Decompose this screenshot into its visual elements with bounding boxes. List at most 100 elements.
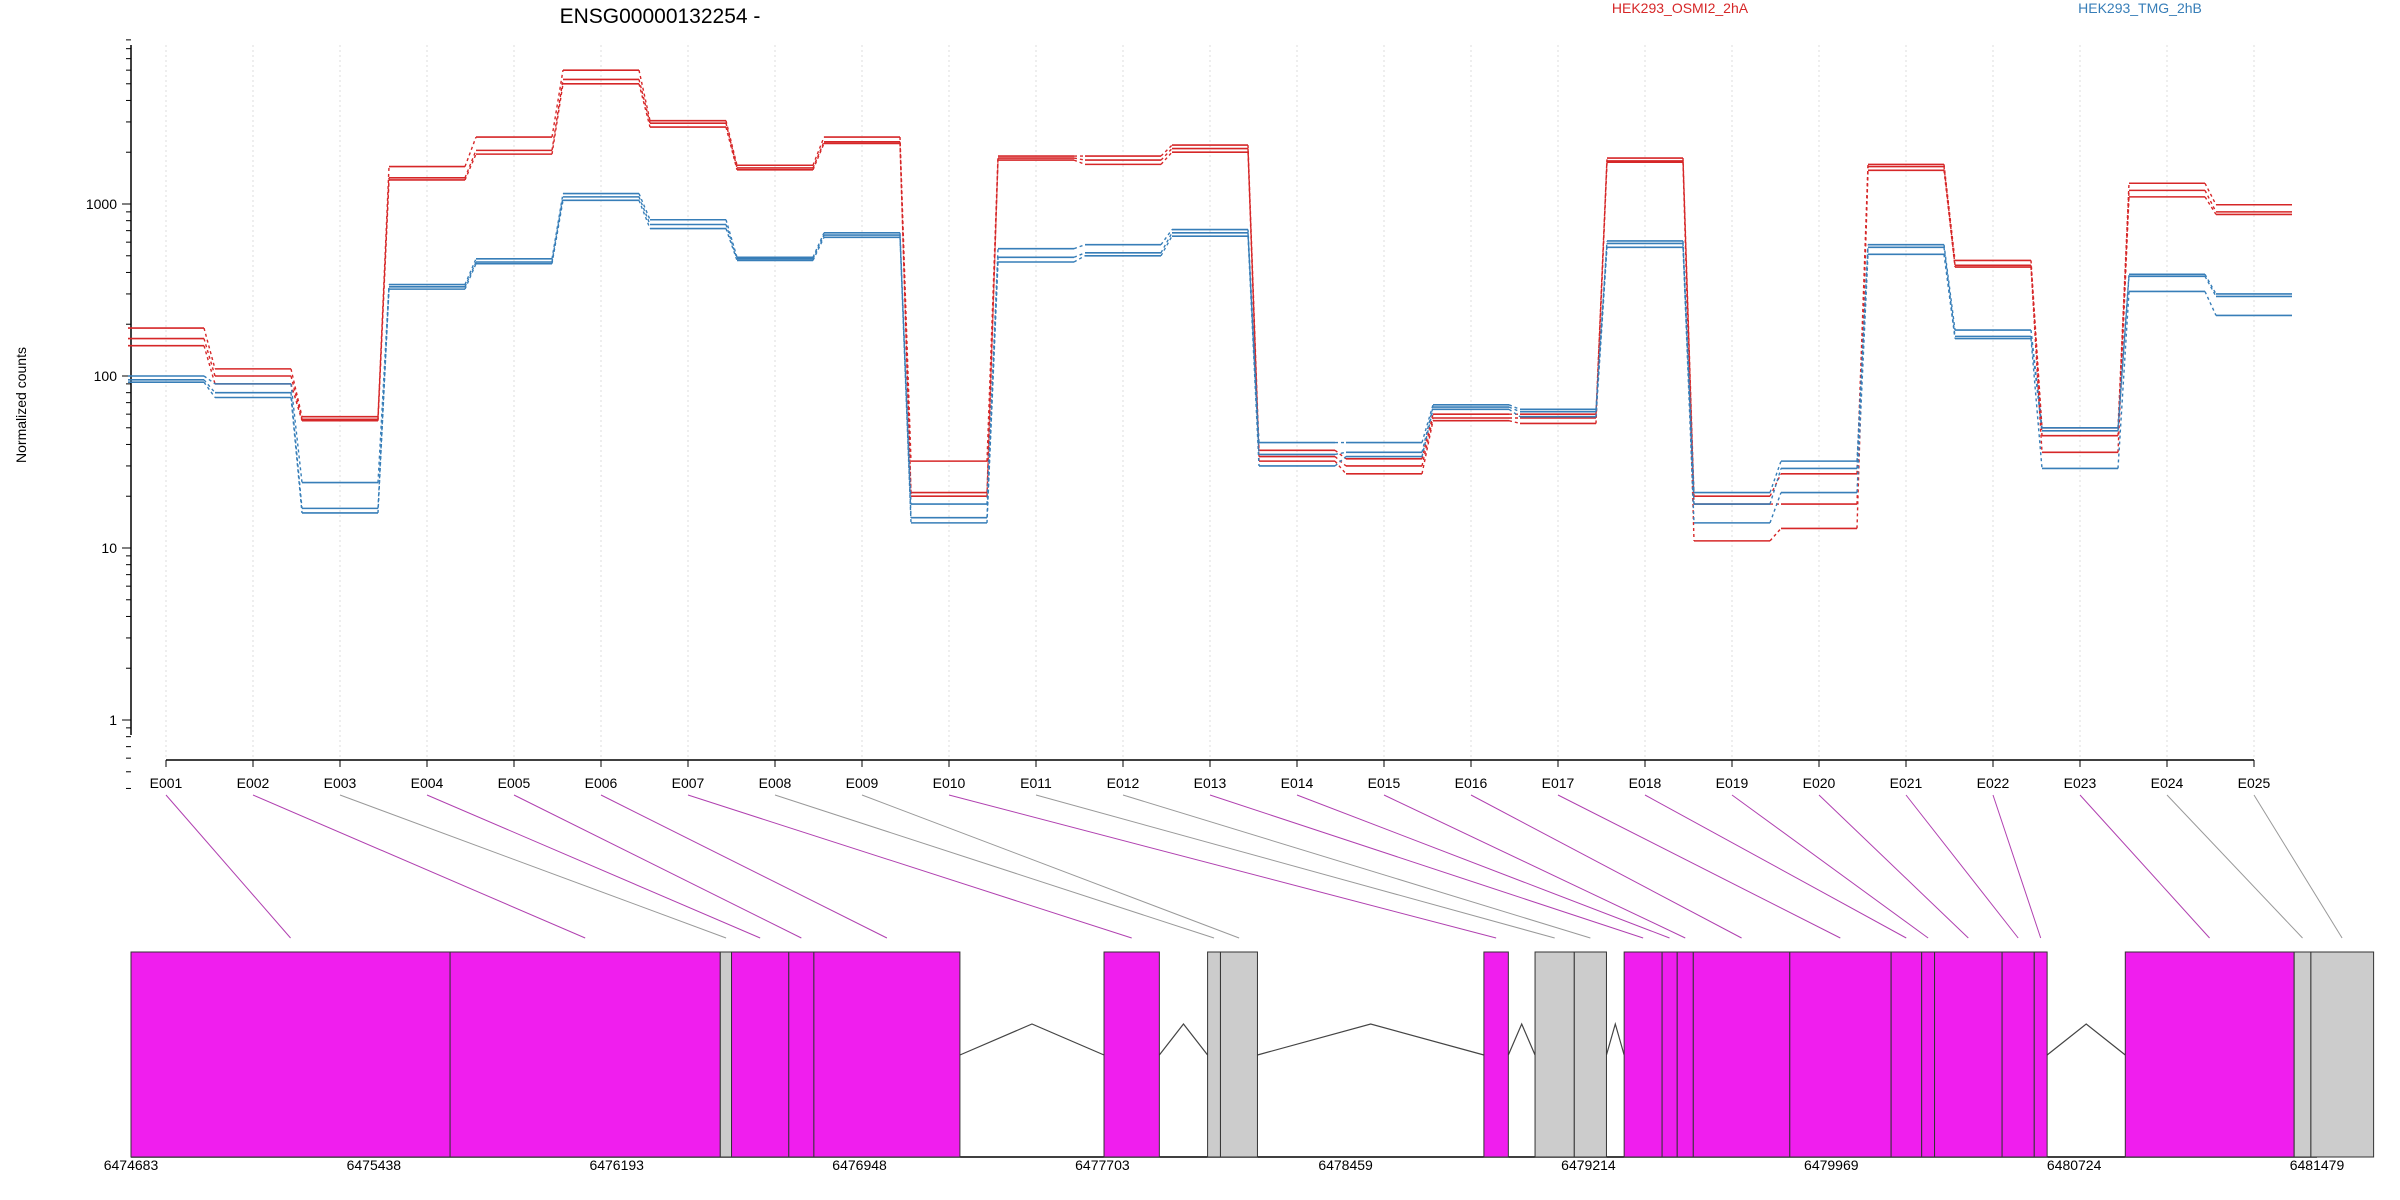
genomic-tick-label: 6476193 <box>589 1157 644 1173</box>
x-tick-label: E006 <box>585 775 618 791</box>
intron-line <box>959 1023 1105 1056</box>
series-connector <box>1247 236 1260 466</box>
exon-block-tested <box>788 951 815 1158</box>
series-connector <box>1334 451 1347 456</box>
y-tick-label: 10 <box>101 540 117 556</box>
series-connector <box>1856 247 1869 469</box>
series-connector <box>464 263 477 290</box>
series-connector <box>812 232 825 258</box>
series-connector <box>1508 404 1521 410</box>
series-connector <box>725 120 738 166</box>
intron-line <box>1257 1023 1485 1056</box>
series-connector <box>203 338 216 377</box>
series-connector <box>1073 244 1086 250</box>
exon-connector-line <box>165 794 291 939</box>
series-connector <box>290 368 303 417</box>
series-connector <box>1682 158 1695 497</box>
y-axis-label: Normalized counts <box>13 347 29 463</box>
series-connector <box>899 141 912 493</box>
x-tick-label: E025 <box>2238 775 2271 791</box>
x-tick-label: E020 <box>1803 775 1836 791</box>
series-connector <box>1160 151 1173 165</box>
series-connector <box>1769 527 1782 542</box>
exon-connector-line <box>1557 794 1841 939</box>
x-tick-label: E007 <box>672 775 705 791</box>
genomic-tick-label: 6475438 <box>347 1157 402 1173</box>
exon-block-untested <box>1534 951 1575 1158</box>
exon-connector-line <box>687 794 1132 939</box>
series-connector <box>1073 255 1086 263</box>
series-connector <box>464 153 477 181</box>
genomic-tick-label: 6479969 <box>1804 1157 1859 1173</box>
series-connector <box>1334 456 1347 467</box>
series-connector <box>1595 247 1608 417</box>
intron-line <box>1507 1022 1536 1056</box>
exon-block-tested <box>1483 951 1509 1158</box>
series-connector <box>1073 157 1086 161</box>
exon-block-tested <box>449 951 721 1158</box>
x-tick-label: E023 <box>2064 775 2097 791</box>
series-connector <box>1856 170 1869 529</box>
series-connector <box>1334 460 1347 475</box>
exon-block-tested <box>1789 951 1892 1158</box>
x-tick-label: E005 <box>498 775 531 791</box>
exon-block-untested <box>1207 951 1221 1158</box>
series-connector <box>464 261 477 288</box>
exon-connector-line <box>1992 794 2042 939</box>
exon-block-untested <box>1573 951 1607 1158</box>
exon-block-untested <box>719 951 733 1158</box>
exon-block-tested <box>813 951 961 1158</box>
exon-connector-line <box>339 794 727 939</box>
series-connector <box>1421 413 1434 459</box>
x-tick-label: E003 <box>324 775 357 791</box>
series-lines <box>128 69 2292 542</box>
series-connector <box>2030 336 2043 431</box>
series-connector <box>290 383 303 483</box>
genomic-tick-label: 6477703 <box>1075 1157 1130 1173</box>
y-tick-label: 1000 <box>86 196 117 212</box>
exon-block-tested <box>1661 951 1678 1158</box>
exon-block-tested <box>1692 951 1791 1158</box>
series-connector <box>1421 409 1434 457</box>
series-connector <box>464 136 477 167</box>
exon-connector-line <box>600 794 888 939</box>
series-connector <box>1769 460 1782 493</box>
series-connector <box>1334 449 1347 460</box>
series-connector <box>290 383 303 421</box>
series-connector <box>1769 492 1782 524</box>
x-tick-label: E024 <box>2151 775 2184 791</box>
exon-block-tested <box>1934 951 2003 1158</box>
series-connector <box>638 196 651 225</box>
series-connector <box>986 261 999 523</box>
genomic-tick-label: 6474683 <box>104 1157 159 1173</box>
intron-line <box>1158 1023 1209 1056</box>
series-connector <box>203 327 216 370</box>
series-connector <box>290 397 303 513</box>
exon-block-untested <box>1219 951 1258 1158</box>
x-tick-label: E016 <box>1455 775 1488 791</box>
series-connector <box>812 141 825 169</box>
exon-block-tested <box>2124 951 2295 1158</box>
genomic-tick-label: 6480724 <box>2047 1157 2102 1173</box>
exon-connector-line <box>948 794 1497 939</box>
exon-block-untested <box>2293 951 2312 1158</box>
legend-label-osmi2: HEK293_OSMI2_2hA <box>1612 0 1749 16</box>
series-connector <box>1160 148 1173 161</box>
series-connector <box>725 219 738 258</box>
intron-line <box>1605 1021 1625 1056</box>
genomic-tick-label: 6476948 <box>832 1157 887 1173</box>
exon-connector-line <box>1122 794 1591 939</box>
series-connector <box>812 136 825 166</box>
series-connector <box>2030 338 2043 469</box>
series-connector <box>2117 274 2130 428</box>
series-connector <box>2204 190 2217 213</box>
x-tick-label: E008 <box>759 775 792 791</box>
x-tick-label: E014 <box>1281 775 1314 791</box>
series-connector <box>812 237 825 261</box>
series-connector <box>551 193 564 259</box>
series-connector <box>1247 232 1260 455</box>
exon-connector-line <box>1644 794 1907 939</box>
x-tick-label: E017 <box>1542 775 1575 791</box>
genomic-tick-label: 6478459 <box>1318 1157 1373 1173</box>
